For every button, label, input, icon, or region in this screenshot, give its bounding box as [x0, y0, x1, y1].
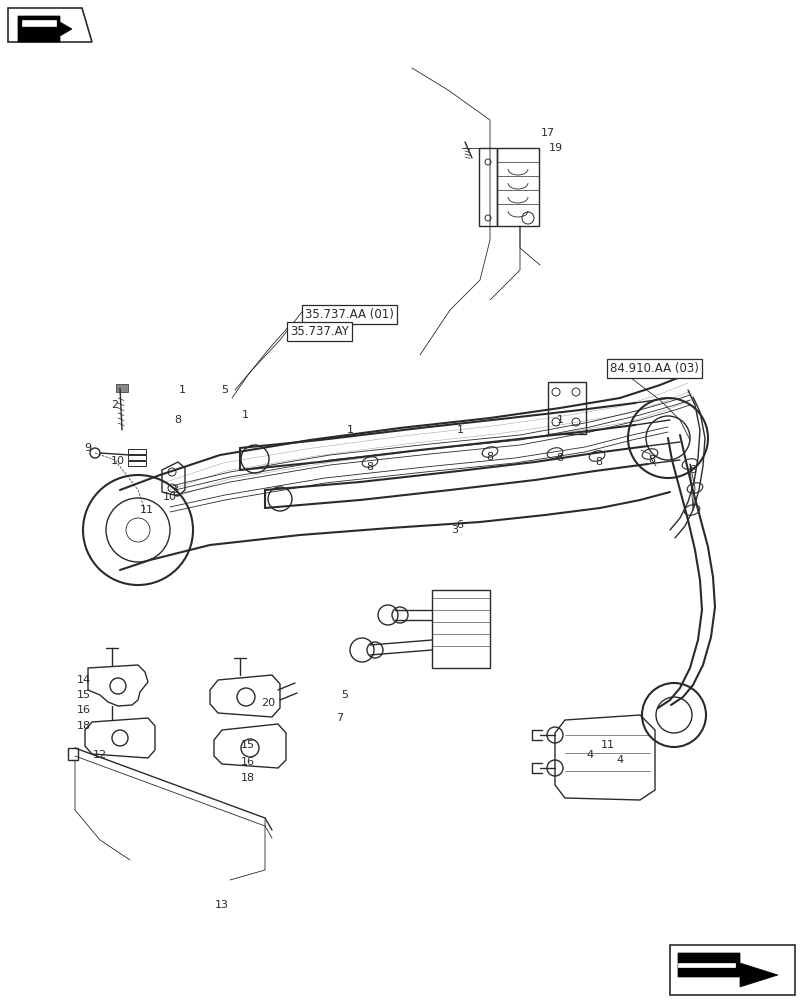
Polygon shape — [22, 20, 56, 26]
Bar — [432, 590, 490, 668]
Text: 6: 6 — [457, 520, 464, 530]
Text: 3: 3 — [171, 485, 179, 495]
Text: 8: 8 — [595, 457, 603, 467]
Text: 1: 1 — [347, 425, 354, 435]
Text: 4: 4 — [617, 755, 624, 765]
Polygon shape — [678, 953, 778, 987]
Text: 1: 1 — [242, 410, 249, 420]
Text: 4: 4 — [587, 750, 594, 760]
Text: 7: 7 — [336, 713, 343, 723]
Bar — [128, 461, 146, 466]
Text: 8: 8 — [649, 455, 655, 465]
Text: 10: 10 — [111, 456, 125, 466]
Text: 18: 18 — [77, 721, 91, 731]
Polygon shape — [18, 16, 72, 42]
Bar — [479, 148, 497, 226]
Text: 1: 1 — [557, 415, 563, 425]
Text: 1: 1 — [457, 425, 464, 435]
Text: 5: 5 — [221, 385, 229, 395]
Text: 2: 2 — [112, 400, 119, 410]
Text: 16: 16 — [241, 757, 255, 767]
Text: 8: 8 — [367, 462, 373, 472]
Bar — [128, 449, 146, 454]
Bar — [548, 382, 586, 434]
Bar — [116, 384, 128, 392]
Text: 8: 8 — [557, 453, 563, 463]
Text: 9: 9 — [85, 443, 91, 453]
Text: 84.910.AA (03): 84.910.AA (03) — [610, 362, 699, 375]
Bar — [68, 748, 78, 760]
Text: 3: 3 — [452, 525, 458, 535]
Text: 8: 8 — [175, 415, 182, 425]
Text: 15: 15 — [77, 690, 91, 700]
Text: 5: 5 — [342, 690, 348, 700]
Text: 11: 11 — [140, 505, 154, 515]
Text: 13: 13 — [215, 900, 229, 910]
Text: 35.737.AY: 35.737.AY — [290, 325, 349, 338]
Text: 8: 8 — [689, 465, 696, 475]
Bar — [497, 148, 539, 226]
Circle shape — [126, 518, 150, 542]
Text: 35.737.AA (01): 35.737.AA (01) — [305, 308, 393, 321]
Text: 15: 15 — [241, 740, 255, 750]
Text: 16: 16 — [77, 705, 91, 715]
Text: 10: 10 — [163, 492, 177, 502]
Text: 1: 1 — [179, 385, 186, 395]
Bar — [670, 945, 795, 995]
Text: 17: 17 — [541, 128, 555, 138]
Text: 8: 8 — [486, 452, 494, 462]
Bar — [128, 455, 146, 460]
Text: 11: 11 — [601, 740, 615, 750]
Text: 18: 18 — [241, 773, 255, 783]
Text: 19: 19 — [549, 143, 563, 153]
Polygon shape — [8, 8, 92, 42]
Text: 20: 20 — [261, 698, 275, 708]
Polygon shape — [678, 963, 735, 967]
Text: 14: 14 — [77, 675, 91, 685]
Text: 12: 12 — [93, 750, 107, 760]
